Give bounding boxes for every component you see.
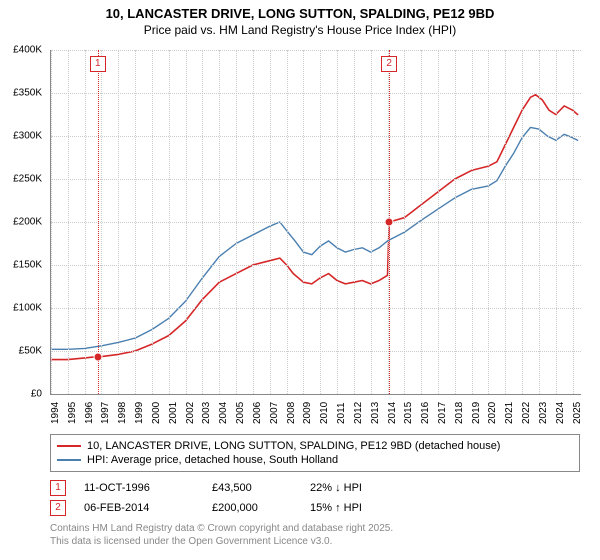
x-tick-label: 2019: [471, 402, 482, 424]
y-tick-label: £150K: [13, 260, 42, 271]
series-property: [51, 95, 578, 360]
page-title: 10, LANCASTER DRIVE, LONG SUTTON, SPALDI…: [0, 0, 600, 21]
event-price: £200,000: [212, 502, 292, 514]
legend-label-hpi: HPI: Average price, detached house, Sout…: [87, 454, 338, 466]
x-tick-label: 2020: [487, 402, 498, 424]
y-tick-label: £350K: [13, 88, 42, 99]
x-tick-label: 2004: [218, 402, 229, 424]
legend-label-property: 10, LANCASTER DRIVE, LONG SUTTON, SPALDI…: [87, 440, 500, 452]
x-tick-label: 2009: [302, 402, 313, 424]
x-tick-label: 2003: [201, 402, 212, 424]
events-table: 1 11-OCT-1996 £43,500 22% ↓ HPI 2 06-FEB-2014…: [50, 478, 580, 518]
footer-attribution: Contains HM Land Registry data © Crown c…: [50, 522, 580, 548]
legend-row: 10, LANCASTER DRIVE, LONG SUTTON, SPALDI…: [57, 439, 573, 453]
x-tick-label: 2006: [252, 402, 263, 424]
y-tick-label: £0: [31, 389, 42, 400]
x-tick-label: 2012: [353, 402, 364, 424]
x-tick-label: 2010: [319, 402, 330, 424]
x-tick-label: 2000: [151, 402, 162, 424]
x-tick-label: 2013: [370, 402, 381, 424]
x-tick-label: 2005: [235, 402, 246, 424]
x-tick-label: 2022: [521, 402, 532, 424]
x-tick-label: 1995: [67, 402, 78, 424]
plot-area: 12: [50, 50, 581, 395]
event-date: 11-OCT-1996: [84, 482, 194, 494]
x-tick-label: 1999: [134, 402, 145, 424]
x-tick-label: 1997: [100, 402, 111, 424]
legend: 10, LANCASTER DRIVE, LONG SUTTON, SPALDI…: [50, 434, 580, 472]
x-tick-label: 2025: [572, 402, 583, 424]
x-tick-label: 2023: [538, 402, 549, 424]
x-tick-label: 2024: [555, 402, 566, 424]
event-marker: [93, 352, 102, 361]
x-tick-label: 2014: [387, 402, 398, 424]
footer-line: This data is licensed under the Open Gov…: [50, 535, 580, 548]
legend-row: HPI: Average price, detached house, Sout…: [57, 453, 573, 467]
y-tick-label: £400K: [13, 45, 42, 56]
event-row: 1 11-OCT-1996 £43,500 22% ↓ HPI: [50, 478, 580, 498]
event-date: 06-FEB-2014: [84, 502, 194, 514]
event-badge: 2: [381, 56, 397, 72]
event-row: 2 06-FEB-2014 £200,000 15% ↑ HPI: [50, 498, 580, 518]
price-chart: £0 £50K £100K £150K £200K £250K £300K £350K £400…: [0, 44, 600, 424]
footer-line: Contains HM Land Registry data © Crown c…: [50, 522, 580, 535]
event-row-badge: 2: [50, 500, 66, 516]
legend-swatch-property: [57, 445, 81, 447]
x-tick-label: 2017: [437, 402, 448, 424]
x-tick-label: 1998: [117, 402, 128, 424]
x-tick-label: 2021: [504, 402, 515, 424]
x-axis-ticks: 1994 1995 1996 1997 1998 1999 2000 2001 2002 2003…: [50, 398, 580, 426]
event-price: £43,500: [212, 482, 292, 494]
y-tick-label: £300K: [13, 131, 42, 142]
x-tick-label: 2007: [269, 402, 280, 424]
event-delta: 15% ↑ HPI: [310, 502, 420, 514]
x-tick-label: 2011: [336, 402, 347, 424]
x-tick-label: 2015: [403, 402, 414, 424]
legend-swatch-hpi: [57, 459, 81, 461]
x-tick-label: 2001: [168, 402, 179, 424]
x-tick-label: 2008: [286, 402, 297, 424]
x-tick-label: 2016: [420, 402, 431, 424]
series-hpi: [51, 127, 578, 349]
event-marker: [385, 218, 394, 227]
page-subtitle: Price paid vs. HM Land Registry's House …: [0, 21, 600, 41]
x-tick-label: 1994: [50, 402, 61, 424]
event-badge: 1: [90, 56, 106, 72]
y-axis-ticks: £0 £50K £100K £150K £200K £250K £300K £350K £400…: [0, 44, 46, 424]
y-tick-label: £200K: [13, 217, 42, 228]
y-tick-label: £50K: [19, 346, 42, 357]
x-tick-label: 2018: [454, 402, 465, 424]
y-tick-label: £100K: [13, 303, 42, 314]
y-tick-label: £250K: [13, 174, 42, 185]
x-tick-label: 2002: [185, 402, 196, 424]
x-tick-label: 1996: [84, 402, 95, 424]
event-vline: [98, 50, 99, 394]
event-delta: 22% ↓ HPI: [310, 482, 420, 494]
event-row-badge: 1: [50, 480, 66, 496]
